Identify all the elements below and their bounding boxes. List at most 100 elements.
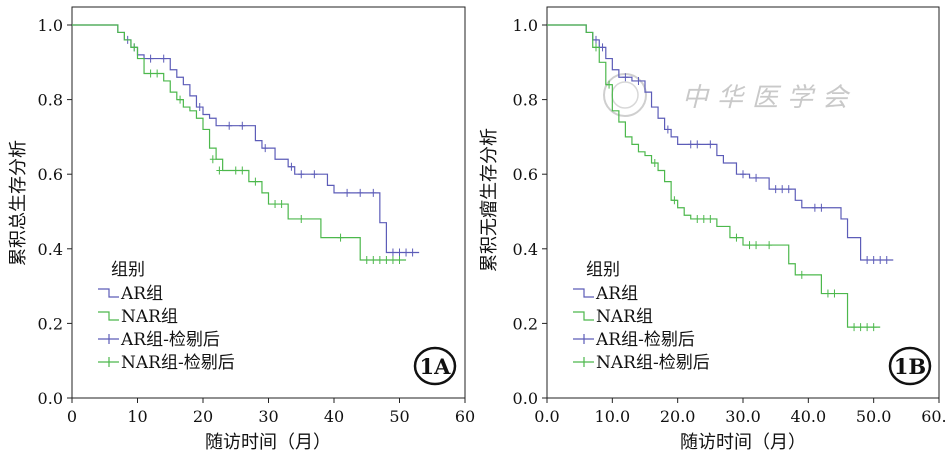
y-axis: 0.0 0.2 0.4 0.6 0.8 1.0 [513,16,547,408]
censor-mark [753,173,760,182]
censor-mark [707,214,714,223]
legend-label: AR组 [595,284,638,304]
legend: 组别 AR组 NAR组 AR组-检剔后 NAR组-检剔后 [573,260,710,373]
legend-label: NAR组 [121,307,178,327]
y-tick-label: 0.6 [38,165,63,184]
x-axis: 0 10 20 30 40 50 60 [67,398,475,426]
legend-label: NAR组-检剔后 [121,353,235,373]
censor-mark [766,241,773,250]
censor-mark [772,185,779,194]
y-tick-label: 0.8 [513,91,538,110]
censor-mark [376,255,383,264]
censor-mark [232,166,239,175]
censor-mark [733,233,740,242]
panel-badge: 1B [888,346,932,386]
censor-mark [177,95,184,104]
censor-mark [288,162,295,171]
x-tick-label: 10.0 [595,407,631,426]
legend-label: AR组-检剔后 [595,330,695,350]
censor-mark [311,170,318,179]
y-tick-label: 0.2 [38,314,63,333]
legend-line-swatch [573,311,594,321]
x-tick-label: 60.0 [921,407,945,426]
censor-mark [635,76,642,85]
censor-mark [239,121,246,130]
legend-label: AR组 [120,284,163,304]
x-tick-label: 50 [389,407,409,426]
censor-mark [593,35,599,44]
censor-mark [883,255,890,264]
x-axis: 0.0 10.0 20.0 30.0 40.0 50.0 60.0 [534,398,945,426]
censor-mark [779,185,786,194]
x-tick-label: 30 [258,407,278,426]
censor-mark [389,248,396,257]
censor-mark [160,54,167,63]
legend-cross-swatch [98,334,119,344]
legend-title: 组别 [111,260,145,280]
censor-mark [664,125,671,134]
censor-mark [154,69,161,78]
censor-mark [357,188,364,197]
censor-mark [870,255,877,264]
censor-mark [389,255,396,264]
censor-mark [851,323,858,332]
y-tick-label: 0.6 [513,165,538,184]
censor-mark [370,188,377,197]
x-tick-label: 60 [455,407,475,426]
legend-line-swatch [573,288,594,298]
censor-mark [252,177,259,186]
censor-mark [798,270,805,279]
badge-ring [888,346,932,386]
censor-mark [864,323,871,332]
censor-mark [707,140,714,149]
survival-curves [547,24,894,332]
survival-curve-nar [547,24,881,328]
y-tick-label: 0.8 [38,91,63,110]
censor-mark [337,233,344,242]
censor-mark [226,121,233,130]
censor-mark [344,188,351,197]
legend-cross-swatch [573,334,594,344]
legend-line-swatch [98,288,119,298]
x-tick-label: 0 [67,407,77,426]
x-tick-label: 20 [193,407,213,426]
censor-mark [746,241,753,250]
censor-mark [262,144,269,153]
censor-mark [694,140,701,149]
x-tick-label: 10 [127,407,147,426]
censor-mark [753,241,760,250]
chart-panel-1b: 0.0 10.0 20.0 30.0 40.0 50.0 60.0 0.0 0.2 0.4 0.6… [479,6,945,453]
censor-mark [278,200,285,209]
censor-mark [622,73,629,82]
censor-mark [818,203,825,212]
survival-curves [72,24,420,264]
panel-badge: 1A [413,346,457,386]
censor-mark [147,69,154,78]
censor-mark [409,248,416,257]
censor-mark [671,196,678,205]
censor-mark [298,170,305,179]
x-tick-label: 0.0 [534,407,559,426]
censor-mark [209,155,216,164]
x-tick-label: 30.0 [725,407,761,426]
x-tick-label: 40 [324,407,344,426]
survival-curve-ar [72,24,420,254]
x-axis-label: 随访时间（月） [680,432,806,453]
censor-mark [239,166,246,175]
censor-mark [272,200,279,209]
censor-mark [599,43,606,52]
censor-mark [298,214,305,223]
y-tick-label: 0.0 [513,389,538,408]
censor-mark [131,43,138,52]
legend-label: AR组-检剔后 [120,330,220,350]
watermark-text: 中华医学会 [682,83,857,113]
censor-mark [700,214,707,223]
survival-curve-ar [547,24,894,261]
x-tick-label: 50.0 [856,407,892,426]
legend-label: NAR组-检剔后 [596,353,710,373]
y-tick-label: 0.4 [38,240,63,259]
y-tick-label: 1.0 [513,16,538,35]
legend-line-swatch [98,311,119,321]
y-axis-label: 累积总生存分析 [8,140,29,266]
